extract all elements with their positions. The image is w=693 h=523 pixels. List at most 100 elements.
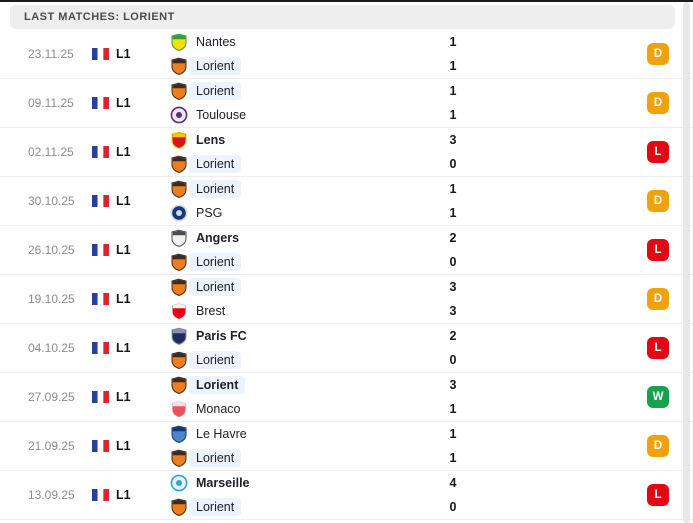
- home-team: Angers: [170, 227, 438, 249]
- away-team-name: Lorient: [189, 57, 242, 75]
- home-team-name: Marseille: [196, 476, 250, 490]
- away-team-name: Lorient: [189, 498, 242, 516]
- home-score: 2: [449, 329, 457, 343]
- home-score: 2: [449, 231, 457, 245]
- result-cell: L: [639, 141, 669, 163]
- match-date: 27.09.25: [28, 390, 75, 404]
- score-column: 1 1: [438, 423, 468, 469]
- competition-label: L1: [116, 243, 131, 257]
- teams-column: Lorient PSG: [170, 178, 438, 224]
- score-column: 2 0: [438, 227, 468, 273]
- competition: L1: [92, 390, 170, 404]
- home-team-crest-icon: [170, 278, 188, 297]
- match-row[interactable]: 09.11.25 L1 Lorient Toulouse 1 1: [0, 79, 693, 128]
- match-row[interactable]: 27.09.25 L1 Lorient Monaco 3 1 W: [0, 373, 693, 422]
- home-score: 1: [449, 35, 457, 49]
- france-flag-icon: [92, 146, 109, 158]
- home-team: Lorient: [170, 374, 438, 396]
- home-team-name: Le Havre: [196, 427, 247, 441]
- away-score: 0: [449, 157, 457, 171]
- home-score: 1: [449, 427, 457, 441]
- match-row[interactable]: 23.11.25 L1 Nantes Lorient 1 1 D: [0, 30, 693, 79]
- home-team-crest-icon: [170, 229, 188, 248]
- home-team-crest-icon: [170, 33, 188, 52]
- match-row[interactable]: 02.11.25 L1 Lens Lorient 3 0 L: [0, 128, 693, 177]
- teams-column: Lorient Brest: [170, 276, 438, 322]
- competition: L1: [92, 47, 170, 61]
- match-date: 02.11.25: [28, 145, 74, 159]
- match-row[interactable]: 13.09.25 L1 Marseille Lorient 4 0: [0, 471, 693, 520]
- match-date: 30.10.25: [28, 194, 75, 208]
- away-score: 1: [449, 206, 457, 220]
- home-team-name: Paris FC: [196, 329, 247, 343]
- away-team: Lorient: [170, 251, 438, 273]
- france-flag-icon: [92, 48, 109, 60]
- score-column: 3 0: [438, 129, 468, 175]
- home-team-name: Lorient: [189, 82, 242, 100]
- match-row[interactable]: 26.10.25 L1 Angers Lorient 2 0 L: [0, 226, 693, 275]
- match-row[interactable]: 19.10.25 L1 Lorient Brest 3 3 D: [0, 275, 693, 324]
- competition: L1: [92, 292, 170, 306]
- teams-column: Marseille Lorient: [170, 472, 438, 518]
- competition-label: L1: [116, 488, 131, 502]
- teams-column: Le Havre Lorient: [170, 423, 438, 469]
- away-team-crest-icon: [170, 253, 188, 272]
- match-row[interactable]: 21.09.25 L1 Le Havre Lorient 1 1: [0, 422, 693, 471]
- home-score: 3: [449, 133, 457, 147]
- score-column: 1 1: [438, 31, 468, 77]
- home-team-name: Lens: [196, 133, 226, 147]
- france-flag-icon: [92, 244, 109, 256]
- away-team: Brest: [170, 300, 438, 322]
- away-team: Toulouse: [170, 104, 438, 126]
- result-cell: L: [639, 337, 669, 359]
- away-team-crest-icon: [170, 302, 188, 321]
- home-team-crest-icon: [170, 376, 188, 395]
- home-team-crest-icon: [170, 474, 188, 493]
- away-score: 3: [449, 304, 457, 318]
- away-team: Lorient: [170, 153, 438, 175]
- france-flag-icon: [92, 195, 109, 207]
- result-cell: W: [639, 386, 669, 408]
- home-team: Marseille: [170, 472, 438, 494]
- score-column: 2 0: [438, 325, 468, 371]
- away-team-name: Brest: [196, 304, 226, 318]
- home-team-crest-icon: [170, 82, 188, 101]
- result-cell: L: [639, 484, 669, 506]
- away-team: Monaco: [170, 398, 438, 420]
- teams-column: Lorient Toulouse: [170, 80, 438, 126]
- competition: L1: [92, 194, 170, 208]
- away-team-name: Lorient: [189, 449, 242, 467]
- competition: L1: [92, 243, 170, 257]
- last-matches-header: LAST MATCHES: LORIENT: [10, 5, 675, 29]
- away-score: 0: [449, 500, 457, 514]
- away-team-crest-icon: [170, 204, 188, 223]
- page-title: LAST MATCHES: LORIENT: [24, 11, 175, 23]
- home-team-name: Angers: [196, 231, 240, 245]
- score-column: 1 1: [438, 178, 468, 224]
- result-badge: L: [647, 141, 669, 163]
- result-cell: D: [639, 92, 669, 114]
- teams-column: Lens Lorient: [170, 129, 438, 175]
- vertical-scrollbar[interactable]: [683, 2, 690, 523]
- result-badge: D: [647, 92, 669, 114]
- match-date: 19.10.25: [28, 292, 75, 306]
- home-team: Lorient: [170, 80, 438, 102]
- home-score: 3: [449, 378, 457, 392]
- match-row[interactable]: 30.10.25 L1 Lorient PSG 1 1 D: [0, 177, 693, 226]
- home-team: Nantes: [170, 31, 438, 53]
- france-flag-icon: [92, 489, 109, 501]
- result-badge: L: [647, 337, 669, 359]
- match-date: 13.09.25: [28, 488, 75, 502]
- result-cell: D: [639, 190, 669, 212]
- away-team: Lorient: [170, 349, 438, 371]
- match-row[interactable]: 04.10.25 L1 Paris FC Lorient 2 0: [0, 324, 693, 373]
- match-date: 21.09.25: [28, 439, 75, 453]
- away-score: 1: [449, 402, 457, 416]
- home-team-name: Lorient: [189, 180, 242, 198]
- away-team-name: PSG: [196, 206, 223, 220]
- france-flag-icon: [92, 293, 109, 305]
- away-team-crest-icon: [170, 449, 188, 468]
- away-team-name: Toulouse: [196, 108, 247, 122]
- match-date: 04.10.25: [28, 341, 75, 355]
- competition-label: L1: [116, 96, 131, 110]
